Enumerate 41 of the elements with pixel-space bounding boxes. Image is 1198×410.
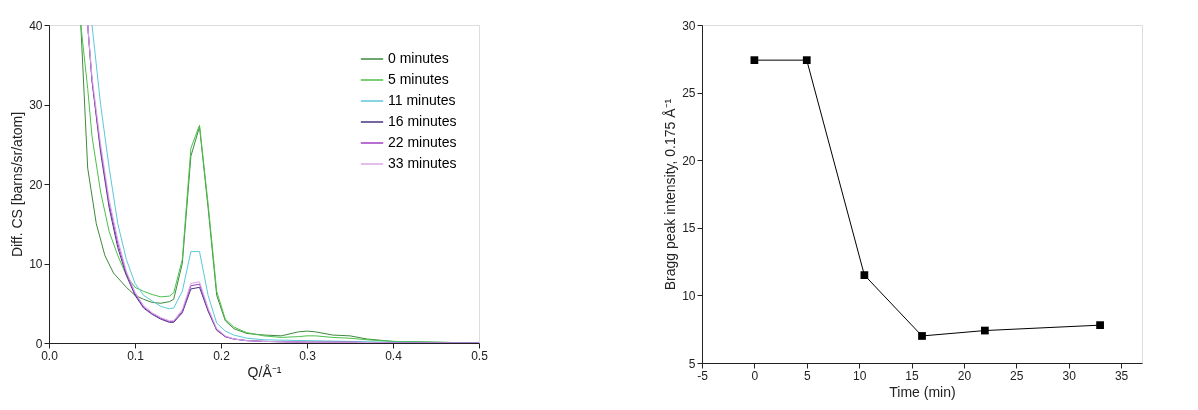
legend-label: 5 minutes: [388, 71, 449, 87]
point: [860, 271, 869, 279]
y-tick-label: 15: [682, 221, 696, 236]
x-axis-title: Q/Å⁻¹: [247, 363, 282, 380]
legend-label: 22 minutes: [388, 134, 457, 150]
x-tick-label: -5: [697, 368, 709, 383]
x-tick-label: 35: [1114, 368, 1129, 383]
x-tick-label: 15: [905, 368, 920, 383]
x-tick-label: 0.1: [127, 348, 145, 363]
point: [918, 332, 926, 340]
x-tick-label: 5: [803, 368, 811, 383]
x-tick-label: 0.4: [385, 348, 403, 363]
legend-label: 0 minutes: [388, 50, 449, 66]
point: [802, 56, 811, 65]
x-tick-label: 10: [852, 368, 867, 383]
x-tick-label: 0: [751, 368, 759, 383]
y-axis-title: Diff. CS [barns/sr/atom]: [9, 111, 26, 258]
x-tick-label: 0.0: [41, 348, 59, 363]
x-axis-title: Time (min): [889, 383, 956, 400]
legend-label: 33 minutes: [388, 155, 457, 171]
legend-label: 16 minutes: [388, 113, 457, 129]
y-tick-label: 25: [682, 86, 696, 101]
point: [1096, 321, 1104, 330]
y-axis-title: Bragg peak intensity, 0.175 Å⁻¹: [662, 98, 679, 291]
x-tick-label: 0.3: [299, 348, 317, 363]
y-tick-label: 30: [682, 18, 696, 33]
y-tick-label: 40: [29, 18, 43, 33]
x-tick-label: 0.5: [471, 348, 489, 363]
point: [980, 326, 989, 335]
x-tick-label: 30: [1062, 368, 1077, 383]
y-tick-label: 0: [35, 336, 43, 351]
x-tick-label: 25: [1010, 368, 1024, 383]
x-tick-label: 20: [957, 368, 972, 383]
x-tick-label: 0.2: [213, 348, 231, 363]
y-tick-label: 20: [682, 153, 696, 168]
y-tick-label: 10: [29, 257, 43, 271]
point: [750, 56, 759, 65]
legend-label: 11 minutes: [388, 92, 456, 108]
y-tick-label: 30: [29, 98, 43, 112]
y-tick-label: 10: [682, 288, 696, 303]
y-tick-label: 20: [29, 177, 43, 192]
